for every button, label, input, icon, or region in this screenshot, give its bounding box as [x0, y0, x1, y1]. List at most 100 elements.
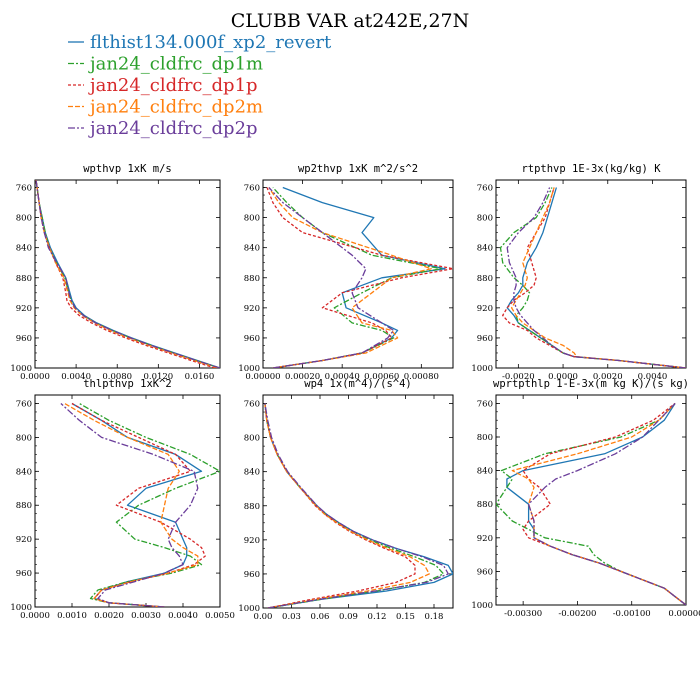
y-tick-label: 760 — [244, 184, 260, 194]
y-tick-label: 920 — [244, 304, 260, 314]
chart-panel: wp4 1x(m^4)/(s^4)76080084088092096010000… — [238, 378, 454, 622]
y-tick-label: 760 — [244, 400, 260, 410]
series-line — [506, 403, 686, 605]
series-line — [266, 187, 453, 368]
y-tick-label: 800 — [16, 433, 32, 443]
chart-panel: wp2thvp 1xK m^2/s^2 760 800 840 880 920 960 100… — [238, 163, 454, 382]
legend-entry: jan24_cldfrc_dp1m — [68, 54, 263, 75]
chart-panel: wpthvp 1xK m/s76080084088092096010000.00… — [10, 163, 221, 382]
x-tick-label: 0.00000 — [668, 609, 700, 619]
y-tick-label: 1000 — [10, 603, 32, 613]
series-line — [496, 402, 686, 605]
legend-label: jan24_cldfrc_dp2m — [88, 97, 263, 118]
panel-title: wpthvp 1xK m/s — [83, 163, 172, 175]
series-line — [71, 402, 203, 607]
plot-frame — [262, 394, 454, 609]
y-tick-label: 920 — [477, 304, 493, 314]
y-tick-label: 1000 — [10, 364, 32, 374]
x-tick-label: 0.0020 — [593, 372, 623, 382]
x-tick-label: 0.0160 — [185, 372, 215, 382]
legend: flthist134.000f_xp2_revertjan24_cldfrc_d… — [68, 32, 332, 139]
x-tick-label: 0.0000 — [20, 372, 50, 382]
x-tick-label: -0.00200 — [558, 609, 596, 619]
y-tick-label: 880 — [16, 501, 32, 511]
x-tick-label: 0.0040 — [638, 372, 668, 382]
figure-title: CLUBB VAR at242E,27N — [231, 10, 470, 32]
x-tick-label: 0.18 — [425, 612, 444, 622]
y-tick-label: 960 — [244, 334, 260, 344]
series-line — [79, 402, 220, 607]
y-tick-label: 800 — [477, 433, 493, 443]
legend-label: jan24_cldfrc_dp1p — [88, 75, 258, 96]
panel-title: wprtpthlp 1-E-3x(m kg K)/(s kg) — [493, 378, 689, 390]
series-line — [510, 187, 686, 368]
x-tick-label: 0.12 — [368, 612, 387, 622]
series-group — [60, 402, 220, 607]
series-line — [264, 403, 430, 608]
y-tick-label: 1000 — [238, 604, 260, 614]
y-tick-label: 800 — [16, 214, 32, 224]
legend-entry: jan24_cldfrc_dp2m — [68, 97, 263, 118]
x-tick-label: 0.0120 — [143, 372, 173, 382]
panels: wpthvp 1xK m/s76080084088092096010000.00… — [10, 163, 700, 622]
x-tick-label: 0.0000 — [20, 611, 50, 621]
y-tick-label: 800 — [244, 434, 260, 444]
x-tick-label: 0.0040 — [61, 372, 91, 382]
plot-frame — [495, 394, 687, 606]
series-line — [268, 187, 432, 368]
series-line — [522, 402, 686, 605]
series-line — [264, 403, 449, 608]
series-line — [264, 403, 416, 608]
panel-title: rtpthvp 1E-3x(kg/kg) K — [521, 163, 661, 175]
y-tick-label: 960 — [16, 569, 32, 579]
legend-label: jan24_cldfrc_dp1m — [88, 54, 263, 75]
series-line — [502, 187, 686, 368]
x-tick-label: 0.00 — [254, 612, 273, 622]
series-group — [496, 402, 686, 605]
y-tick-label: 960 — [16, 334, 32, 344]
series-line — [511, 402, 686, 605]
x-tick-label: 0.0010 — [57, 611, 87, 621]
y-tick-label: 800 — [244, 214, 260, 224]
series-line — [35, 180, 220, 368]
y-tick-label: 960 — [244, 570, 260, 580]
y-tick-label: 800 — [477, 214, 493, 224]
y-tick-label: 760 — [16, 399, 32, 409]
legend-label: jan24_cldfrc_dp2p — [88, 118, 258, 139]
x-tick-label: 0.0080 — [102, 372, 132, 382]
series-line — [64, 402, 199, 607]
x-tick-label: 0.00040 — [325, 372, 360, 382]
x-tick-label: 0.00020 — [285, 372, 320, 382]
series-line — [268, 187, 395, 368]
x-tick-label: 0.15 — [396, 612, 415, 622]
y-tick-label: 920 — [16, 535, 32, 545]
legend-label: flthist134.000f_xp2_revert — [90, 32, 332, 53]
series-line — [264, 403, 445, 608]
x-tick-label: -0.00100 — [613, 609, 651, 619]
x-tick-label: -0.00300 — [504, 609, 542, 619]
legend-entry: jan24_cldfrc_dp1p — [68, 75, 258, 96]
panel-title: wp4 1x(m^4)/(s^4) — [304, 378, 411, 390]
x-tick-label: 0.0020 — [94, 611, 124, 621]
y-tick-label: 920 — [16, 304, 32, 314]
series-line — [60, 403, 199, 607]
y-tick-label: 960 — [477, 567, 493, 577]
y-tick-label: 760 — [477, 399, 493, 409]
x-tick-label: 0.00000 — [245, 372, 280, 382]
plot-frame — [262, 179, 454, 369]
x-tick-label: 0.00080 — [404, 372, 439, 382]
x-tick-label: 0.0050 — [205, 611, 235, 621]
y-tick-label: 1000 — [471, 601, 493, 611]
y-tick-label: 840 — [16, 244, 32, 254]
y-tick-label: 880 — [16, 274, 32, 284]
x-tick-label: -0.0020 — [502, 372, 535, 382]
y-tick-label: 880 — [244, 502, 260, 512]
x-tick-label: 0.00060 — [364, 372, 399, 382]
series-group — [499, 187, 686, 368]
plot-frame — [34, 179, 221, 369]
y-tick-label: 880 — [244, 274, 260, 284]
x-tick-label: 0.0000 — [548, 372, 578, 382]
y-tick-label: 760 — [477, 184, 493, 194]
y-tick-label: 880 — [477, 274, 493, 284]
plot-frame — [495, 179, 687, 369]
